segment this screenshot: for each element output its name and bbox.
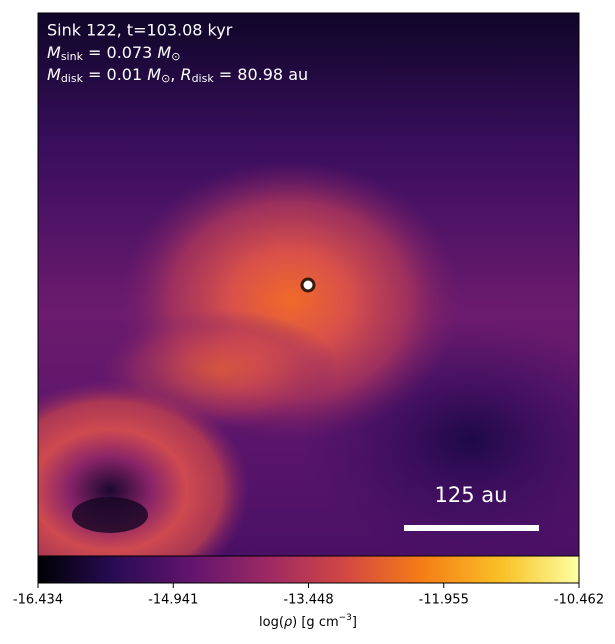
text-part: , xyxy=(170,65,180,84)
density-map xyxy=(38,13,579,556)
text-part: M xyxy=(47,43,61,62)
text-part: = 80.98 au xyxy=(214,65,308,84)
text-part: M xyxy=(147,65,161,84)
annotation: Msink = 0.073 M⊙ xyxy=(47,43,180,64)
tick-label: -14.941 xyxy=(148,593,198,608)
text-part: −3 xyxy=(339,613,352,623)
text-part: ρ xyxy=(284,615,293,630)
text-part: ⊙ xyxy=(171,50,180,63)
tick-label: -11.955 xyxy=(419,593,469,608)
text-part: log( xyxy=(259,615,284,630)
text-part: = 0.01 xyxy=(83,65,147,84)
text-part: sink xyxy=(61,50,84,63)
text-part: ) [g cm xyxy=(292,615,338,630)
tick-label: -13.448 xyxy=(283,593,333,608)
text-part: M xyxy=(47,65,61,84)
tick-label: -16.434 xyxy=(13,593,63,608)
colorbar-ticks: -16.434 -14.941 -13.448 -11.955 -10.462 xyxy=(13,583,604,608)
text-part: M xyxy=(157,43,171,62)
colorbar-label: log(ρ) [g cm−3] xyxy=(259,613,357,630)
annotation: Sink 122, t=103.08 kyr xyxy=(47,21,233,40)
text-part: disk xyxy=(192,72,215,85)
sink-marker xyxy=(300,277,316,293)
tick-label: -10.462 xyxy=(554,593,604,608)
scale-bar-label: 125 au xyxy=(435,483,508,507)
text-part: R xyxy=(180,65,191,84)
text-part: ⊙ xyxy=(161,72,170,85)
annotation: Mdisk = 0.01 M⊙, Rdisk = 80.98 au xyxy=(47,65,308,86)
text-part: disk xyxy=(61,72,84,85)
colorbar xyxy=(37,555,580,584)
text-part: = 0.073 xyxy=(83,43,157,62)
text-part: ] xyxy=(352,615,357,630)
